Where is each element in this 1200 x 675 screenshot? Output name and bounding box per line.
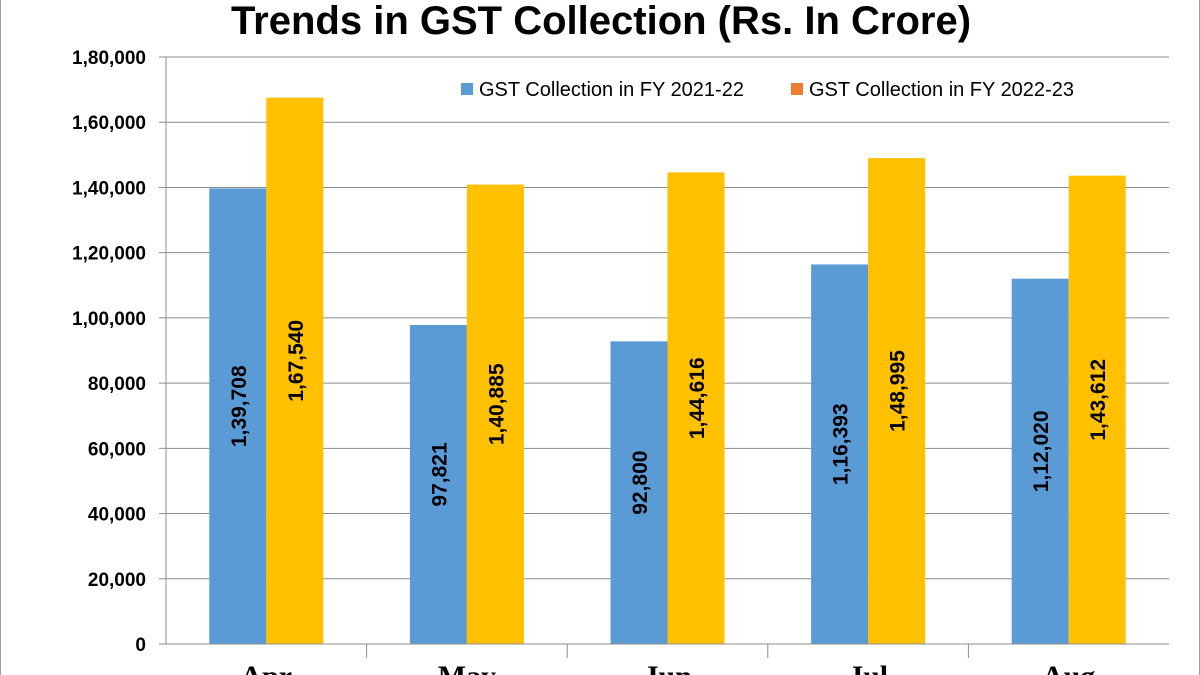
chart-title: Trends in GST Collection (Rs. In Crore) (231, 0, 971, 43)
data-label: 97,821 (428, 442, 451, 507)
data-label: 1,12,020 (1030, 410, 1053, 492)
y-tick-label: 80,000 (88, 374, 146, 395)
bar (811, 264, 869, 644)
bar (466, 184, 524, 645)
y-tick-label: 1,00,000 (72, 309, 146, 330)
bar (266, 97, 324, 645)
data-label: 1,48,995 (887, 350, 910, 432)
bar (409, 324, 467, 644)
y-tick-label: 0 (135, 635, 146, 656)
bars: 1,39,708 1,67,540 97,821 1,40,885 92,800 1,44… (209, 97, 1126, 645)
y-tick-label: 1,60,000 (72, 113, 146, 134)
x-category-label: May (438, 660, 496, 675)
x-category-label: Aug (1042, 660, 1095, 675)
axes: 0 20,000 40,000 60,000 80,000 1,00,000 1,20,00… (72, 48, 1169, 675)
y-tick-label: 60,000 (88, 439, 146, 460)
legend-label: GST Collection in FY 2021-22 (479, 79, 744, 101)
data-label: 1,43,612 (1087, 359, 1110, 441)
legend-swatch (791, 83, 803, 95)
x-category-label: Jul (848, 660, 888, 675)
y-tick-label: 1,80,000 (72, 48, 146, 69)
data-label: 1,44,616 (686, 357, 709, 439)
data-label: 1,40,885 (485, 363, 508, 445)
y-tick-label: 1,40,000 (72, 178, 146, 199)
bar (610, 341, 668, 644)
y-tick-label: 20,000 (88, 570, 146, 591)
legend: GST Collection in FY 2021-22 GST Collecti… (461, 79, 1074, 101)
y-tick-label: 40,000 (88, 505, 146, 526)
bar (1011, 278, 1069, 644)
bar (1068, 175, 1126, 644)
bar (667, 172, 725, 644)
data-label: 1,67,540 (285, 320, 308, 402)
legend-swatch (461, 83, 473, 95)
x-category-label: Apr (240, 660, 292, 675)
x-category-label: Jun (643, 660, 692, 675)
bar (209, 188, 267, 645)
data-label: 1,39,708 (228, 365, 251, 447)
bar (868, 158, 926, 644)
data-label: 1,16,393 (830, 403, 853, 485)
y-tick-label: 1,20,000 (72, 244, 146, 265)
legend-label: GST Collection in FY 2022-23 (809, 79, 1074, 101)
data-label: 92,800 (629, 451, 652, 515)
